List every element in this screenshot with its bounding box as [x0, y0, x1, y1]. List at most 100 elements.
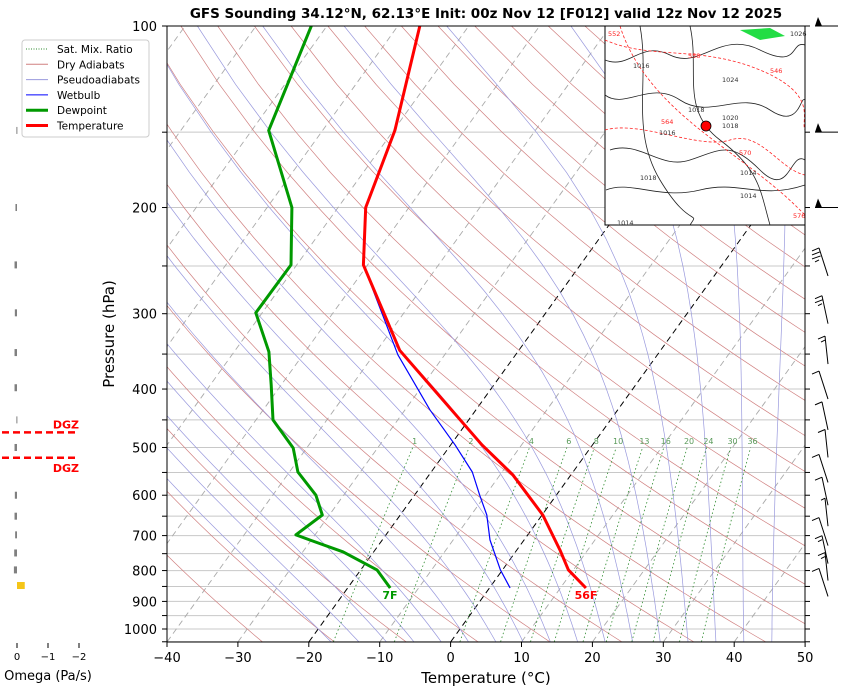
barb-half-flag [820, 497, 826, 501]
pseudoadiabat [570, 26, 717, 642]
wind-barb [811, 370, 829, 400]
chart-title: GFS Sounding 34.12°N, 62.13°E Init: 00z … [190, 6, 782, 22]
background-lines [167, 26, 805, 642]
map-label: 1018 [688, 106, 705, 114]
omega-bar [14, 384, 17, 392]
mixing-ratio-line [652, 447, 707, 642]
mixing-ratio-label: 36 [747, 437, 757, 446]
barb-flag [814, 535, 823, 540]
pseudoadiabat [167, 201, 524, 642]
omega-bar [13, 566, 17, 574]
barb-flag [817, 429, 826, 433]
barb-half-flag [820, 556, 826, 560]
barb-flag [811, 247, 820, 252]
mixing-ratio-line [394, 447, 470, 642]
omega-tick-label: 0 [14, 652, 20, 663]
barb-staff [818, 568, 829, 597]
wind-barb [817, 429, 829, 458]
barb-flag [811, 453, 820, 458]
wind-barb [817, 335, 829, 365]
x-tick-label: −20 [295, 651, 322, 666]
barb-pennant [815, 123, 822, 133]
mixing-ratio-label: 2 [468, 437, 473, 446]
y-axis-label: Pressure (hPa) [100, 280, 118, 388]
map-precip-area [740, 28, 785, 40]
mixing-ratio-line [631, 447, 688, 642]
pseudoadiabat [771, 26, 787, 642]
x-tick-label: −10 [366, 651, 393, 666]
x-tick-label: −30 [224, 651, 251, 666]
map-label: 558 [688, 52, 700, 60]
legend-label: Dewpoint [57, 105, 107, 117]
legend-label: Temperature [56, 121, 124, 133]
barb-staff [821, 477, 829, 506]
dry-adiabat [167, 366, 479, 642]
barb-half-flag [820, 339, 826, 343]
dry-adiabat [290, 26, 805, 472]
pseudoadiabat [167, 478, 332, 642]
y-tick-label: 500 [132, 441, 157, 456]
mixing-ratio-line [582, 447, 643, 642]
map-contour [689, 25, 771, 226]
pseudoadiabat [167, 415, 387, 642]
plot-frame [166, 25, 806, 643]
isotherm [167, 26, 328, 249]
mixing-ratio-line [605, 447, 665, 642]
omega-bar [16, 416, 18, 424]
y-tick-label: 1000 [124, 623, 157, 638]
y-tick-label: 800 [132, 565, 157, 580]
wind-barb [815, 123, 838, 133]
pseudoadiabat [167, 380, 415, 642]
isotherm [167, 26, 611, 642]
wind-barb [820, 497, 829, 527]
barb-staff [818, 517, 829, 546]
legend-label: Sat. Mix. Ratio [57, 44, 133, 56]
y-tick-label: 600 [132, 489, 157, 504]
omega-bar [16, 126, 18, 134]
map-label: 1014 [740, 192, 757, 200]
map-contour [604, 44, 806, 63]
x-axis-label: Temperature (°C) [420, 669, 550, 687]
mixing-ratio-labels: 1 2 4 6 8 10 13 16 20 24 30 36 [412, 437, 758, 446]
y-tick-label: 300 [132, 308, 157, 323]
barb-pennant [815, 198, 822, 208]
barb-half-flag [817, 539, 823, 543]
dry-adiabat [217, 26, 805, 547]
mixing-ratio-label: 24 [703, 437, 713, 446]
omega-bar [15, 204, 17, 212]
isotherm [167, 26, 399, 348]
dry-adiabat [327, 26, 805, 437]
barb-flag [817, 335, 826, 340]
barb-flag [814, 295, 823, 300]
map-contour [604, 92, 806, 117]
omega-axis-label: Omega (Pa/s) [4, 669, 92, 684]
location-marker [700, 120, 712, 132]
mixing-ratio-line [500, 447, 568, 642]
dry-adiabat [364, 26, 805, 401]
barb-staff [821, 535, 829, 564]
dry-adiabat [167, 305, 550, 642]
x-tick-label: 40 [726, 651, 743, 666]
mixing-ratio-label: 13 [639, 437, 649, 446]
dry-adiabat [180, 26, 805, 585]
x-tick-label: 50 [797, 651, 814, 666]
omega-bar [14, 261, 17, 269]
map-label: 1016 [633, 62, 650, 70]
map-label: 1018 [722, 122, 739, 130]
omega-bar [14, 549, 17, 557]
inset-map: 552 1026 558 1016 546 1024 1018 564 1020 1016 1018… [604, 25, 807, 227]
barb-flag [811, 370, 820, 375]
wetbulb-line [362, 264, 511, 589]
barb-flag [811, 567, 820, 572]
map-label: 576 [793, 212, 805, 220]
omega-bar [14, 349, 17, 357]
legend: Sat. Mix. Ratio Dry Adiabats Pseudoadiabat… [21, 39, 150, 138]
barb-pennant [815, 17, 822, 26]
legend-label: Wetbulb [57, 90, 101, 102]
temperature-line [361, 26, 587, 590]
pseudoadiabat [167, 63, 578, 642]
map-contour [605, 184, 806, 194]
map-label: 546 [770, 67, 782, 75]
mixing-ratio-label: 1 [412, 437, 417, 446]
